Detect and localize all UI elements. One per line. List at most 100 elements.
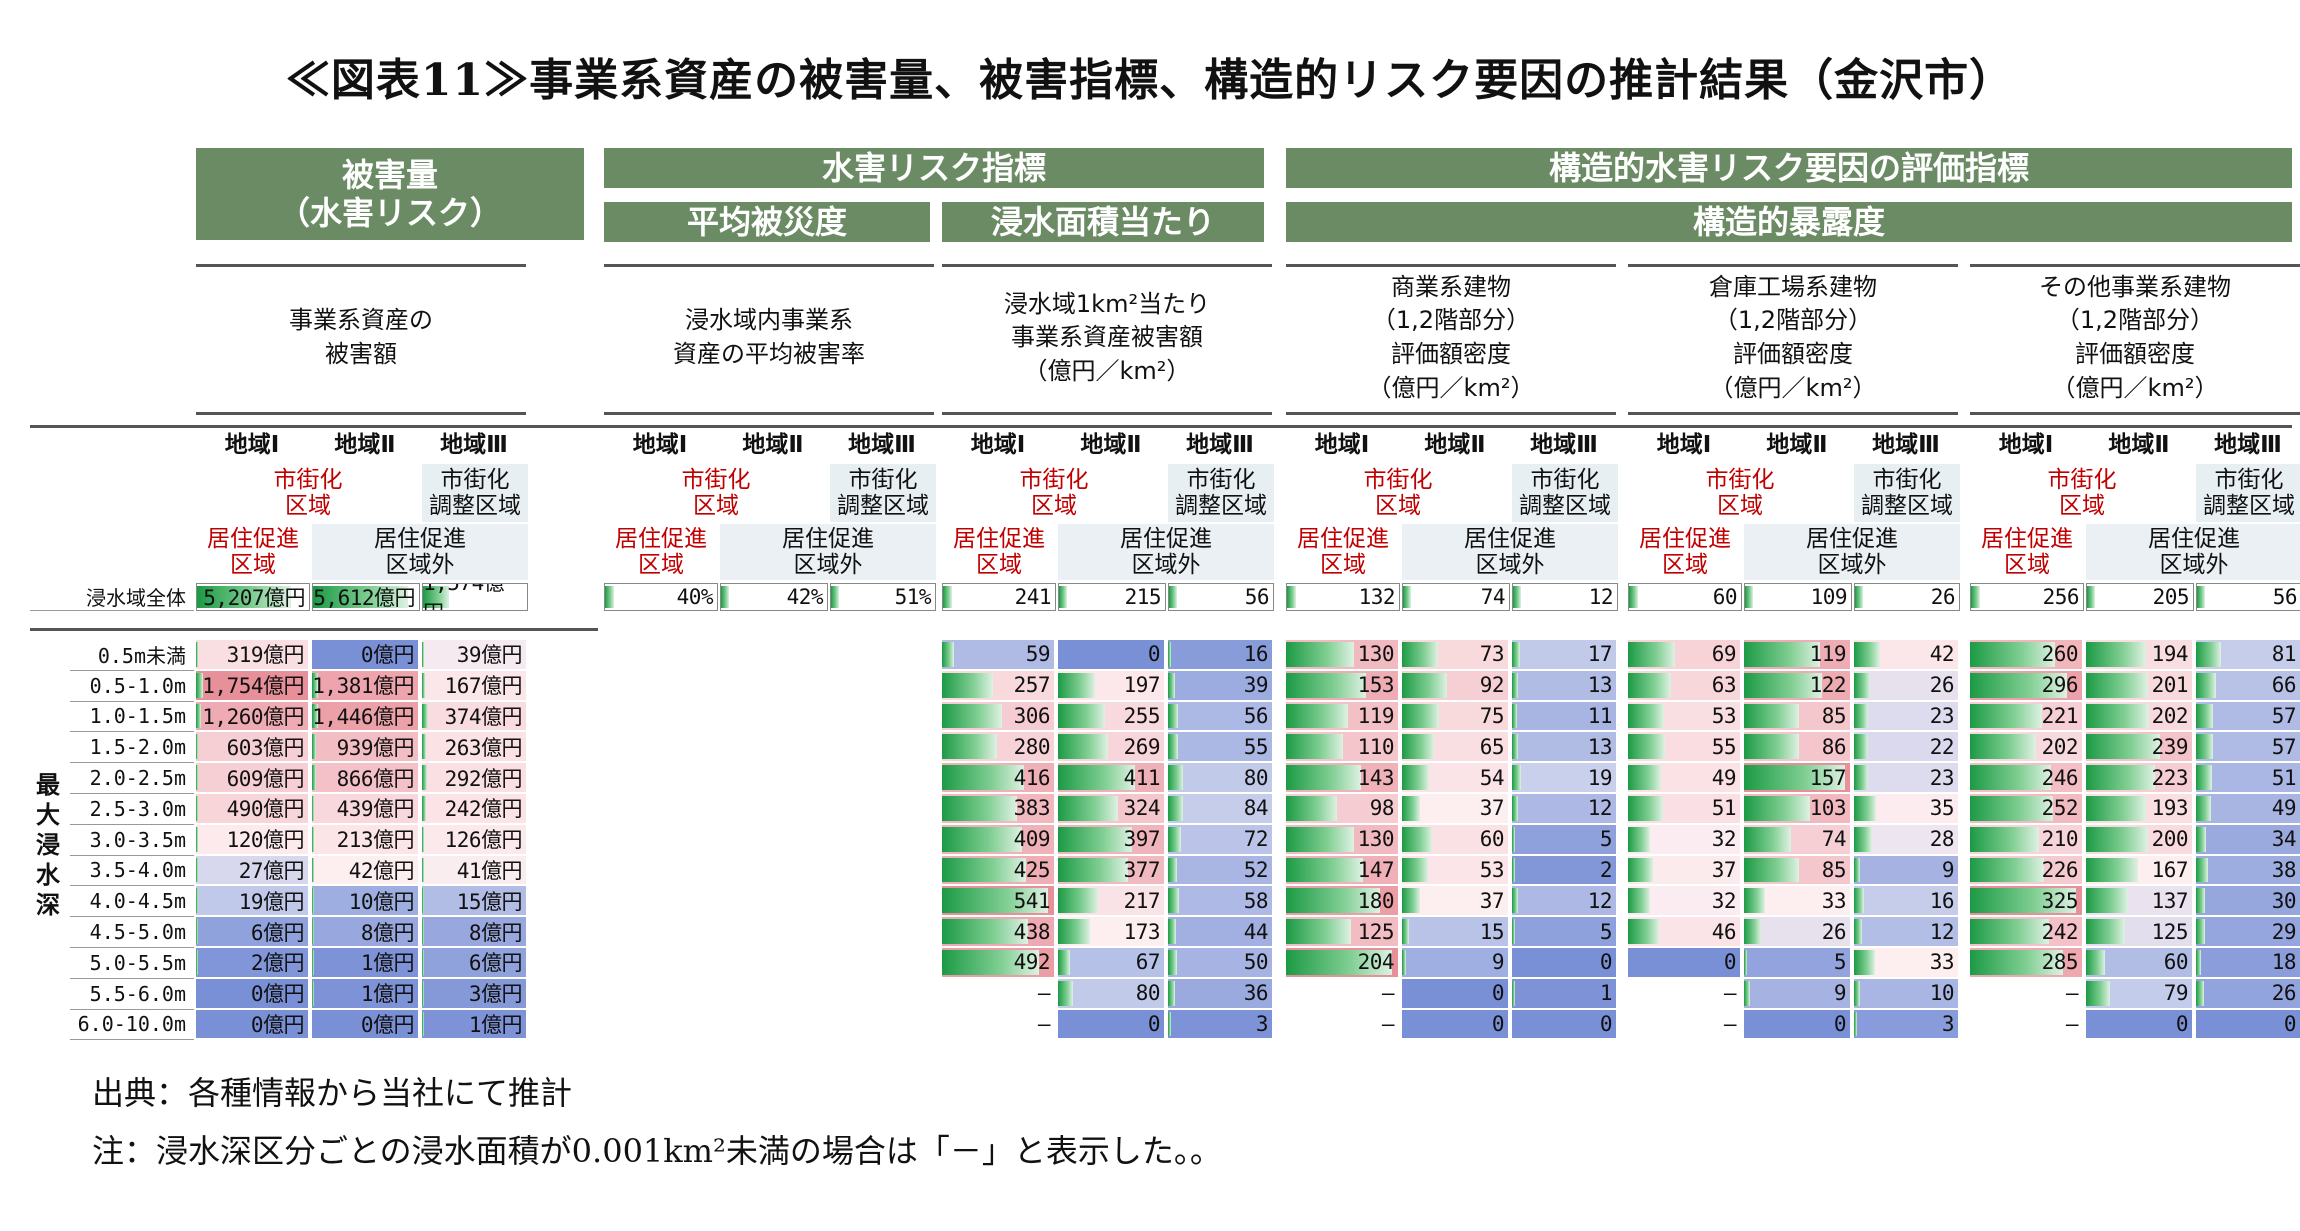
depth-value-cell: 17 xyxy=(1512,640,1618,671)
table-rule xyxy=(30,628,598,631)
depth-value-cell: 269 xyxy=(1058,732,1166,764)
depth-value-cell: – xyxy=(1970,978,2084,1010)
total-value-cell: 12 xyxy=(1512,583,1618,611)
depth-value-cell: 9 xyxy=(1854,855,1960,887)
depth-value-cell: 34 xyxy=(2196,824,2300,856)
depth-value-cell: – xyxy=(1628,978,1742,1010)
depth-row-label: 6.0-10.0m xyxy=(70,1010,194,1041)
depth-value: 153 xyxy=(1357,673,1395,698)
depth-value-bar xyxy=(422,642,425,667)
depth-value-bar xyxy=(1168,919,1177,944)
depth-value-cell: 0億円 xyxy=(312,1009,420,1041)
depth-value-cell: 60 xyxy=(2086,948,2194,979)
depth-value-bar xyxy=(2086,919,2125,944)
depth-value-cell: 201 xyxy=(2086,670,2194,702)
depth-value-bar xyxy=(422,672,425,698)
depth-value: 9 xyxy=(1941,857,1955,882)
depth-value: 2 xyxy=(1599,857,1613,882)
depth-value-bar xyxy=(422,765,427,790)
depth-value-bar xyxy=(1744,642,1821,667)
depth-value: 35 xyxy=(1929,796,1955,821)
zone-shigaika: 市街化 区域 xyxy=(942,464,1166,522)
header-rule xyxy=(1286,264,1616,267)
depth-value: 56 xyxy=(1243,703,1269,728)
depth-value-cell: 1億円 xyxy=(312,948,420,979)
depth-value-bar xyxy=(1970,765,2051,790)
depth-value-cell: 60 xyxy=(1402,824,1510,856)
depth-value-cell: 492 xyxy=(942,948,1056,979)
depth-value-bar xyxy=(2086,672,2149,698)
depth-value-cell: 27億円 xyxy=(196,855,310,887)
depth-value-cell: 193 xyxy=(2086,794,2194,825)
depth-value: 32 xyxy=(1711,888,1737,913)
total-value: 42% xyxy=(786,585,824,609)
total-value: 205 xyxy=(2152,585,2190,609)
depth-value-bar xyxy=(422,703,429,729)
depth-value-cell: 16 xyxy=(1168,640,1274,671)
depth-value-cell: 33 xyxy=(1744,886,1852,918)
depth-value: 80 xyxy=(1243,765,1269,790)
depth-value-cell: 374億円 xyxy=(422,701,528,733)
depth-value-cell: 79 xyxy=(2086,978,2194,1010)
depth-value-bar xyxy=(196,765,199,790)
depth-value-bar xyxy=(942,642,954,667)
depth-value-cell: 5 xyxy=(1512,824,1618,856)
header-rule xyxy=(604,264,934,267)
depth-value: 37 xyxy=(1479,796,1505,821)
depth-value-bar xyxy=(196,703,201,729)
depth-value: 72 xyxy=(1243,827,1269,852)
depth-value: 383 xyxy=(1013,796,1051,821)
total-value-bar xyxy=(197,586,291,608)
depth-value-cell: 173 xyxy=(1058,917,1166,948)
total-value-bar xyxy=(423,586,450,608)
depth-value-cell: 110 xyxy=(1286,732,1400,764)
depth-value-bar xyxy=(2086,734,2161,760)
depth-value-cell: 65 xyxy=(1402,732,1510,764)
depth-value-cell: 5 xyxy=(1512,917,1618,948)
depth-value-cell: 119 xyxy=(1744,640,1852,671)
depth-value: 1億円 xyxy=(360,951,415,976)
depth-value: 280 xyxy=(1013,734,1051,759)
depth-value: 126億円 xyxy=(444,828,523,853)
depth-value-bar xyxy=(942,796,1018,821)
depth-value-bar xyxy=(1402,950,1407,975)
depth-value-cell: 36 xyxy=(1168,978,1274,1010)
depth-value-cell: 125 xyxy=(1286,917,1400,948)
depth-value-cell: 92 xyxy=(1402,670,1510,702)
region-header: 地域Ⅱ xyxy=(312,428,420,462)
depth-value-cell: 33 xyxy=(1854,948,1960,979)
depth-value: 86 xyxy=(1821,734,1847,759)
depth-value: 119 xyxy=(1357,703,1395,728)
depth-value-cell: 239 xyxy=(2086,732,2194,764)
depth-value: 416 xyxy=(1013,765,1051,790)
depth-value-bar xyxy=(1168,703,1179,729)
depth-value: 167億円 xyxy=(444,674,523,699)
depth-value-cell: 242億円 xyxy=(422,794,528,825)
depth-value-bar xyxy=(1970,826,2039,852)
total-value-bar xyxy=(1513,586,1522,608)
zone-shigaika: 市街化 区域 xyxy=(1286,464,1510,522)
region-header: 地域Ⅰ xyxy=(196,428,310,462)
depth-value-bar xyxy=(1058,826,1132,852)
depth-value: 197 xyxy=(1123,673,1161,698)
header-rule xyxy=(196,264,526,267)
depth-value: 41億円 xyxy=(456,859,523,883)
depth-value: 0億円 xyxy=(250,982,305,1007)
depth-value-bar xyxy=(1286,888,1380,914)
depth-value-bar xyxy=(1854,888,1865,914)
depth-value-cell: 2億円 xyxy=(196,948,310,979)
depth-value-bar xyxy=(1744,857,1799,883)
depth-value-bar xyxy=(1628,888,1650,914)
depth-value-bar xyxy=(422,980,425,1006)
depth-value-cell: 217 xyxy=(1058,886,1166,918)
depth-value: 200 xyxy=(2151,827,2189,852)
depth-value: 67 xyxy=(1135,950,1161,975)
depth-value-cell: 0 xyxy=(1402,1009,1510,1041)
depth-value-cell: 12 xyxy=(1512,886,1618,918)
total-value-cell: 215 xyxy=(1058,583,1166,611)
depth-value: 204 xyxy=(1357,950,1395,975)
depth-value-cell: 210 xyxy=(1970,824,2084,856)
depth-value-bar xyxy=(2086,703,2149,729)
depth-value: 57 xyxy=(2271,703,2297,728)
